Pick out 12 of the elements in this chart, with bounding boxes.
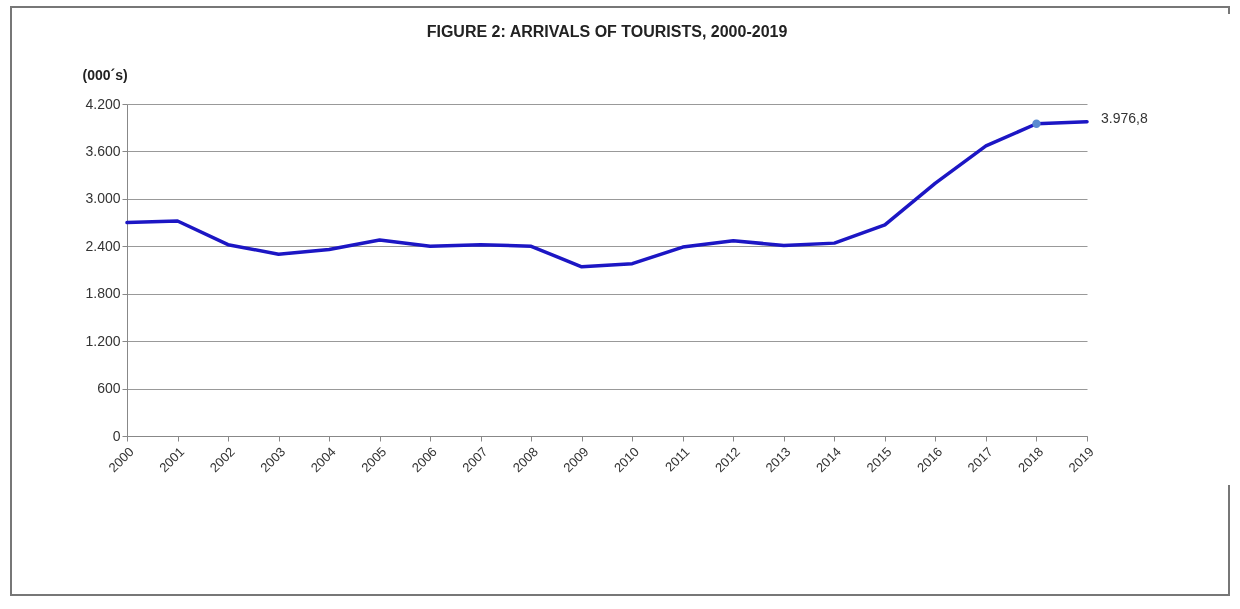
line-series (125, 119, 1089, 269)
chart-title: FIGURE 2: ARRIVALS OF TOURISTS, 2000-2019 (426, 23, 788, 40)
y-tick-label: 0 (112, 427, 121, 444)
y-tick-label: 1.800 (85, 285, 121, 302)
data-label: 3.976,8 (1101, 109, 1148, 126)
y-tick-label: 2.400 (85, 237, 121, 254)
y-tick-label: 3.600 (85, 142, 121, 159)
y-tick-label: 3.000 (85, 190, 121, 207)
y-tick-label: 4.200 (85, 95, 121, 112)
y-axis-title: (000´s) (82, 66, 128, 83)
y-tick-label: 600 (97, 380, 121, 397)
y-tick-label: 1.200 (85, 332, 121, 349)
